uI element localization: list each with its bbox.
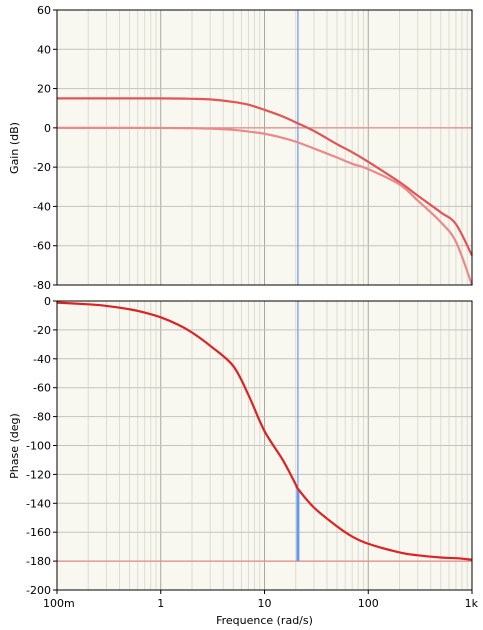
plot-frame (56, 300, 473, 591)
x-tick-label: 1 (157, 597, 164, 610)
y-axis-title: Gain (dB) (8, 122, 21, 174)
y-tick-label: -200 (26, 584, 51, 597)
x-tick-label: 1k (465, 597, 479, 610)
y-tick-label: -100 (26, 440, 51, 453)
y-axis-title: Phase (deg) (8, 413, 21, 479)
y-tick-label: -20 (33, 324, 51, 337)
x-tick-label: 10 (258, 597, 272, 610)
y-tick-label: -20 (33, 161, 51, 174)
y-tick-label: -160 (26, 526, 51, 539)
y-tick-label: -40 (33, 200, 51, 213)
x-tick-label: 100 (358, 597, 379, 610)
gain-panel: 60 40 20 0 -20 -40 -60 -80 Gain (dB) (8, 4, 474, 292)
y-tick-label: -40 (33, 353, 51, 366)
y-tick-label: 0 (44, 295, 51, 308)
x-axis-title: Frequence (rad/s) (216, 614, 313, 627)
y-tick-label: -60 (33, 240, 51, 253)
series-line-2 (56, 126, 474, 286)
y-tick-label: 40 (37, 43, 51, 56)
x-tick-label: 100m (43, 597, 75, 610)
y-tick-label: -80 (33, 279, 51, 292)
y-tick-label: -180 (26, 555, 51, 568)
y-tick-label: 20 (37, 83, 51, 96)
plot-frame (56, 9, 473, 286)
y-tick-label: -140 (26, 497, 51, 510)
y-tick-label: 60 (37, 4, 51, 17)
y-tick-label: -60 (33, 382, 51, 395)
series-line-1 (56, 301, 473, 561)
phase-panel: 0-20-40-60-80-100-120-140-160-180-200100… (8, 295, 479, 627)
y-tick-label: -80 (33, 411, 51, 424)
y-tick-label: 0 (44, 122, 51, 135)
y-tick-label: -120 (26, 468, 51, 481)
series-line-1 (56, 97, 473, 257)
